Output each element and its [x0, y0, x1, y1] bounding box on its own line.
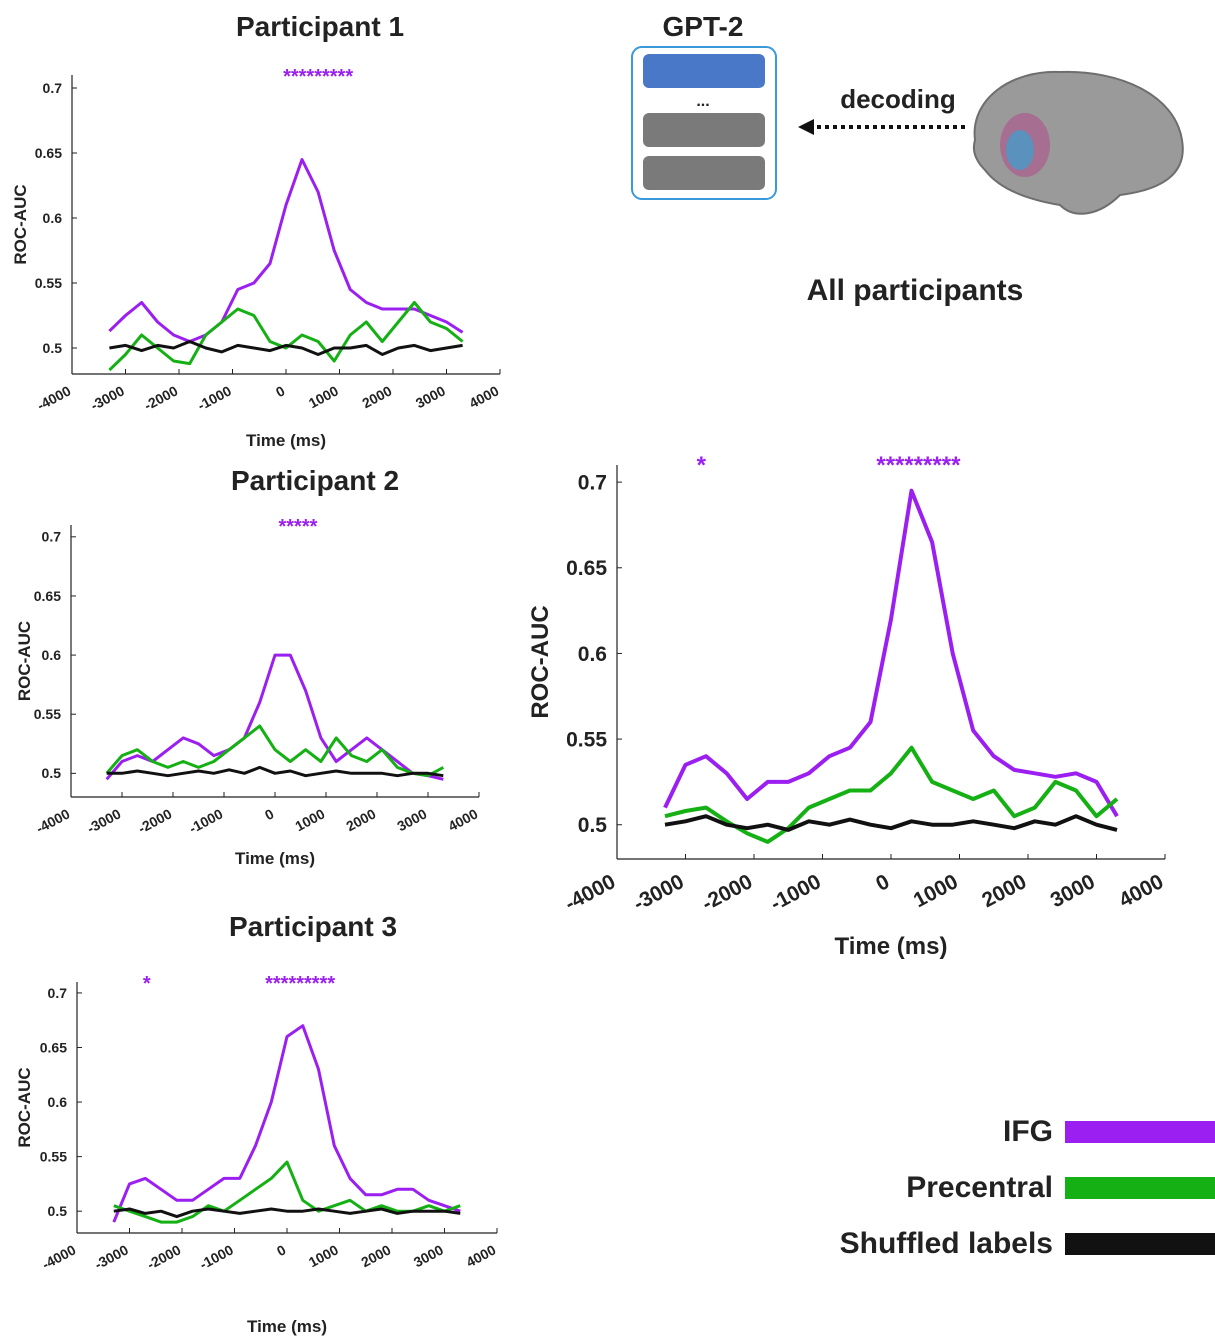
series-line	[109, 303, 462, 371]
y-tick-label: 0.65	[40, 1039, 67, 1055]
y-axis-title: ROC-AUC	[527, 605, 554, 718]
arrow-head	[798, 119, 814, 135]
y-axis-title: ROC-AUC	[11, 184, 30, 264]
y-tick-label: 0.65	[34, 588, 61, 604]
y-axis-title: ROC-AUC	[15, 621, 34, 701]
y-tick-label: 0.6	[48, 1094, 68, 1110]
x-tick-label: 0	[273, 382, 288, 400]
figure: GPT-2 ... decoding IFG Precentral Shuffled…	[0, 0, 1215, 1337]
x-tick-label: -2000	[144, 1241, 183, 1272]
x-tick-label: -3000	[88, 382, 127, 413]
decoding-label: decoding	[840, 84, 956, 114]
y-tick-label: 0.6	[578, 643, 607, 666]
x-tick-label: -2000	[135, 805, 174, 836]
significance-marker: *********	[283, 66, 353, 88]
chart-title: All participants	[807, 274, 1024, 307]
y-tick-label: 0.55	[35, 275, 62, 291]
series-line	[114, 1026, 461, 1222]
x-tick-label: 4000	[466, 382, 501, 411]
x-tick-label: -3000	[630, 870, 688, 916]
y-tick-label: 0.55	[34, 706, 61, 722]
legend-swatch	[1065, 1177, 1215, 1199]
x-tick-label: -4000	[34, 382, 73, 413]
gpt2-diagram: GPT-2 ... decoding	[632, 11, 1183, 214]
x-tick-label: 4000	[1115, 870, 1167, 912]
x-tick-label: -2000	[698, 870, 756, 916]
x-tick-label: 0	[274, 1241, 289, 1259]
layer	[643, 156, 765, 190]
legend-label: IFG	[1003, 1115, 1053, 1148]
x-tick-label: 3000	[394, 805, 429, 834]
y-axis-title: ROC-AUC	[15, 1067, 34, 1147]
significance-marker: *	[143, 973, 151, 995]
y-tick-label: 0.5	[578, 814, 608, 837]
x-tick-label: 0	[262, 805, 277, 823]
series-line	[665, 491, 1117, 817]
x-axis-title: Time (ms)	[835, 933, 948, 960]
layer	[643, 113, 765, 147]
y-tick-label: 0.7	[578, 471, 607, 494]
chart-title: Participant 3	[229, 911, 397, 942]
x-tick-label: 0	[872, 870, 893, 896]
x-tick-label: -3000	[92, 1241, 131, 1272]
significance-marker: *****	[278, 516, 317, 538]
significance-marker: *	[697, 452, 707, 479]
x-tick-label: 3000	[411, 1241, 446, 1270]
y-tick-label: 0.5	[43, 340, 63, 356]
legend: IFG Precentral Shuffled labels	[840, 1115, 1215, 1260]
x-axis-title: Time (ms)	[235, 849, 315, 868]
x-tick-label: 1000	[306, 1241, 341, 1270]
x-tick-label: 1000	[910, 870, 962, 912]
x-tick-label: -1000	[195, 382, 234, 413]
legend-label: Shuffled labels	[840, 1227, 1053, 1260]
x-tick-label: 3000	[413, 382, 448, 411]
legend-swatch	[1065, 1233, 1215, 1255]
x-tick-label: 4000	[445, 805, 480, 834]
x-tick-label: 2000	[343, 805, 378, 834]
series-line	[107, 767, 444, 775]
y-tick-label: 0.55	[40, 1149, 67, 1165]
x-tick-label: 2000	[359, 382, 394, 411]
x-tick-label: -4000	[33, 805, 72, 836]
y-tick-label: 0.5	[42, 765, 62, 781]
x-tick-label: -4000	[561, 870, 619, 916]
series-line	[109, 160, 462, 342]
x-tick-label: -1000	[767, 870, 825, 916]
x-tick-label: 2000	[978, 870, 1030, 912]
series-line	[107, 726, 444, 776]
chart-title: Participant 1	[236, 11, 404, 42]
x-tick-label: -1000	[197, 1241, 236, 1272]
x-tick-label: 4000	[463, 1241, 498, 1270]
y-tick-label: 0.65	[566, 557, 607, 580]
y-tick-label: 0.55	[566, 728, 607, 751]
electrodes	[1006, 130, 1034, 170]
chart-title: Participant 2	[231, 465, 399, 496]
x-axis-title: Time (ms)	[246, 431, 326, 450]
y-tick-label: 0.7	[43, 80, 63, 96]
y-tick-label: 0.6	[43, 210, 63, 226]
x-tick-label: 1000	[292, 805, 327, 834]
model-title: GPT-2	[663, 11, 744, 42]
significance-marker: *********	[265, 973, 335, 995]
x-tick-label: 2000	[358, 1241, 393, 1270]
legend-label: Precentral	[906, 1171, 1053, 1204]
x-axis-title: Time (ms)	[247, 1317, 327, 1336]
layer	[643, 54, 765, 88]
y-tick-label: 0.7	[48, 985, 68, 1001]
x-tick-label: 3000	[1047, 870, 1099, 912]
x-tick-label: -2000	[141, 382, 180, 413]
significance-marker: *********	[876, 452, 961, 479]
x-tick-label: -1000	[186, 805, 225, 836]
ellipsis: ...	[696, 93, 709, 110]
x-tick-label: 1000	[306, 382, 341, 411]
y-tick-label: 0.65	[35, 145, 62, 161]
legend-swatch	[1065, 1121, 1215, 1143]
y-tick-label: 0.7	[42, 529, 62, 545]
x-tick-label: -3000	[84, 805, 123, 836]
x-tick-label: -4000	[39, 1241, 78, 1272]
y-tick-label: 0.5	[48, 1203, 68, 1219]
y-tick-label: 0.6	[42, 647, 62, 663]
